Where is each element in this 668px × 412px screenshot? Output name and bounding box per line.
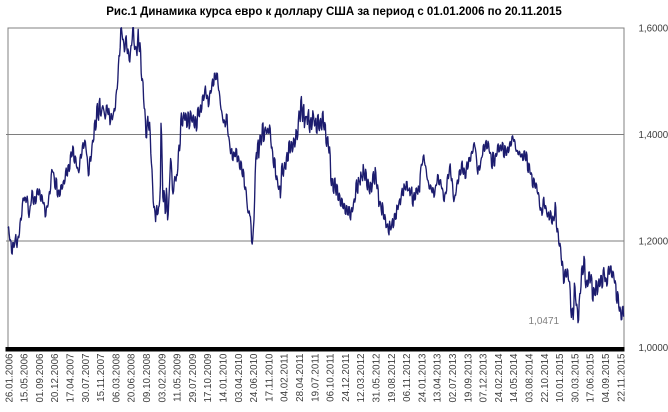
svg-text:11.05.2009: 11.05.2009 [173, 354, 184, 402]
svg-text:30.03.2015: 30.03.2015 [570, 353, 581, 403]
svg-text:13.04.2013: 13.04.2013 [433, 353, 444, 403]
svg-text:06.03.2008: 06.03.2008 [111, 353, 122, 403]
svg-text:17.10.2009: 17.10.2009 [203, 354, 214, 403]
svg-text:03.08.2014: 03.08.2014 [525, 353, 536, 403]
svg-text:19.07.2011: 19.07.2011 [310, 354, 321, 402]
svg-text:10.01.2015: 10.01.2015 [555, 353, 566, 403]
svg-text:19.08.2012: 19.08.2012 [387, 354, 398, 403]
svg-text:24.02.2014: 24.02.2014 [494, 353, 505, 403]
svg-text:06.10.2011: 06.10.2011 [326, 354, 337, 402]
svg-text:20.12.2006: 20.12.2006 [50, 353, 61, 403]
svg-text:1,0000: 1,0000 [639, 343, 668, 354]
svg-text:14.05.2014: 14.05.2014 [509, 353, 520, 403]
svg-text:26.01.2006: 26.01.2006 [4, 353, 15, 403]
svg-text:15.05.2006: 15.05.2006 [20, 353, 31, 403]
svg-text:06.11.2012: 06.11.2012 [402, 354, 413, 402]
svg-text:24.01.2013: 24.01.2013 [417, 353, 428, 403]
svg-text:03.04.2010: 03.04.2010 [234, 353, 245, 403]
svg-text:02.07.2013: 02.07.2013 [448, 353, 459, 403]
svg-text:28.04.2011: 28.04.2011 [295, 354, 306, 402]
svg-text:15.11.2007: 15.11.2007 [96, 354, 107, 402]
svg-text:01.09.2006: 01.09.2006 [35, 353, 46, 403]
svg-text:29.07.2009: 29.07.2009 [188, 354, 199, 403]
svg-text:1,6000: 1,6000 [639, 24, 668, 35]
svg-text:07.12.2013: 07.12.2013 [479, 353, 490, 403]
svg-text:17.06.2015: 17.06.2015 [586, 353, 597, 403]
svg-text:04.09.2015: 04.09.2015 [601, 353, 612, 403]
svg-text:22.10.2014: 22.10.2014 [540, 353, 551, 403]
svg-text:24.12.2011: 24.12.2011 [341, 354, 352, 402]
svg-text:03.02.2009: 03.02.2009 [157, 354, 168, 403]
svg-text:24.06.2010: 24.06.2010 [249, 353, 260, 403]
svg-text:20.06.2008: 20.06.2008 [127, 353, 138, 403]
svg-text:04.02.2011: 04.02.2011 [280, 354, 291, 402]
svg-text:17.11.2010: 17.11.2010 [264, 353, 275, 402]
svg-text:31.05.2012: 31.05.2012 [372, 354, 383, 403]
svg-text:17.04.2007: 17.04.2007 [66, 354, 77, 403]
svg-text:14.01.2010: 14.01.2010 [219, 353, 230, 403]
svg-text:22.11.2015: 22.11.2015 [616, 353, 627, 402]
svg-text:30.07.2007: 30.07.2007 [81, 354, 92, 403]
svg-text:1,0471: 1,0471 [529, 316, 560, 327]
svg-text:12.03.2012: 12.03.2012 [356, 354, 367, 403]
svg-text:19.09.2013: 19.09.2013 [463, 353, 474, 403]
svg-text:1,4000: 1,4000 [639, 130, 668, 141]
svg-text:1,2000: 1,2000 [639, 237, 668, 248]
svg-text:09.10.2008: 09.10.2008 [142, 353, 153, 403]
